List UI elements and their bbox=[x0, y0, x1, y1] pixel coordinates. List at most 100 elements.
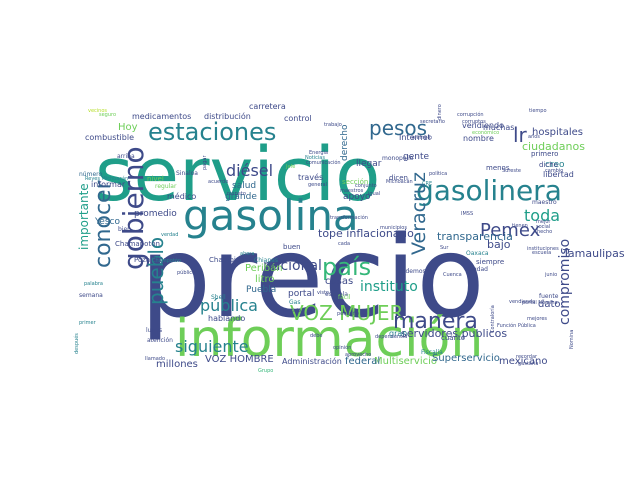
cloud-word: dato bbox=[538, 299, 561, 310]
cloud-word: salud bbox=[232, 181, 256, 191]
cloud-word: gente bbox=[403, 152, 429, 162]
cloud-word: trabajo bbox=[324, 122, 342, 128]
cloud-word: médico bbox=[167, 191, 196, 201]
cloud-word: dicen bbox=[389, 174, 408, 182]
cloud-word: recordar bbox=[516, 354, 538, 360]
cloud-word: corrupción bbox=[457, 111, 484, 118]
cloud-word: gustaría bbox=[518, 360, 538, 367]
cloud-word: parte bbox=[288, 255, 304, 262]
cloud-word: social bbox=[536, 224, 550, 230]
cloud-word: económico bbox=[472, 129, 499, 136]
cloud-word: municipios bbox=[380, 225, 407, 231]
cloud-word: Multiservicio bbox=[374, 356, 437, 367]
cloud-word: verdad bbox=[161, 232, 178, 238]
cloud-word: general bbox=[308, 182, 327, 188]
cloud-word: dicho bbox=[539, 161, 558, 169]
cloud-word: monopolio bbox=[382, 155, 414, 162]
cloud-word: Superservicio bbox=[432, 353, 500, 364]
cloud-word: atención bbox=[147, 337, 173, 344]
cloud-word: conjunto bbox=[355, 183, 377, 189]
cloud-word: podemos bbox=[398, 268, 426, 275]
cloud-word: Fiscalía bbox=[421, 349, 443, 356]
cloud-word: Puebla bbox=[246, 285, 276, 295]
cloud-word: Jefe bbox=[285, 164, 295, 170]
cloud-word: federal bbox=[345, 356, 380, 367]
cloud-word: Nomina bbox=[569, 330, 575, 349]
cloud-word: información bbox=[175, 309, 483, 369]
cloud-word: Shell bbox=[211, 294, 226, 301]
cloud-word: Cuenca bbox=[443, 272, 462, 278]
cloud-word: menos bbox=[486, 164, 510, 172]
cloud-word: maestro bbox=[532, 199, 557, 206]
cloud-word: portal bbox=[288, 289, 314, 299]
cloud-word: palabra bbox=[84, 281, 103, 287]
cloud-word: informar bbox=[91, 180, 126, 189]
cloud-word: pagar bbox=[202, 155, 208, 170]
cloud-word: tienen bbox=[512, 223, 528, 229]
cloud-word: ciudadanos bbox=[522, 140, 585, 153]
cloud-word: llamado bbox=[145, 356, 165, 362]
cloud-word: igual bbox=[368, 191, 380, 197]
cloud-word: siempre bbox=[476, 258, 504, 266]
cloud-word: Sureste bbox=[502, 168, 521, 174]
cloud-word: dinero bbox=[437, 104, 443, 120]
cloud-word: vendiendo bbox=[509, 299, 535, 305]
cloud-word: Energía bbox=[309, 149, 328, 156]
cloud-word: compromiso bbox=[557, 239, 573, 325]
cloud-word: fuente bbox=[539, 293, 559, 300]
cloud-word: cambio bbox=[545, 168, 563, 174]
cloud-word: gran bbox=[389, 329, 407, 338]
cloud-word: regular bbox=[155, 183, 177, 190]
cloud-word: instituciones bbox=[527, 246, 559, 252]
cloud-word: creo bbox=[545, 160, 565, 170]
cloud-word: sección bbox=[342, 178, 368, 186]
cloud-word: semana bbox=[79, 292, 103, 299]
cloud-word: lr bbox=[513, 123, 528, 147]
cloud-word: lunes bbox=[146, 327, 162, 334]
cloud-word: pueblo bbox=[144, 237, 168, 305]
cloud-word: vendiendo bbox=[462, 121, 504, 130]
cloud-word: Reyes Michoacán bbox=[85, 175, 128, 182]
cloud-word: toda bbox=[524, 206, 560, 225]
cloud-word: instituto bbox=[360, 279, 418, 295]
cloud-word: años bbox=[528, 134, 540, 140]
cloud-word: Administración bbox=[282, 356, 342, 366]
cloud-word: ahora bbox=[240, 251, 254, 257]
cloud-word: portal Nómina bbox=[522, 299, 558, 306]
cloud-word: Sur bbox=[440, 245, 449, 251]
cloud-word: Champotón bbox=[152, 257, 181, 264]
cloud-word: Internet bbox=[399, 133, 431, 142]
cloud-word: buen bbox=[283, 243, 301, 251]
cloud-word: visto bbox=[317, 290, 329, 296]
cloud-word: litro bbox=[255, 274, 275, 285]
cloud-word: CRE bbox=[422, 181, 432, 187]
cloud-word: cuánto bbox=[441, 334, 465, 342]
cloud-word: combustible bbox=[85, 133, 134, 142]
cloud-word: Noticias bbox=[305, 155, 325, 161]
cloud-word: manera bbox=[393, 309, 478, 334]
cloud-word: público bbox=[177, 269, 195, 276]
cloud-word: bajo bbox=[487, 238, 511, 251]
cloud-word: Yesco bbox=[94, 217, 120, 227]
cloud-word: pesos bbox=[369, 116, 427, 140]
cloud-word: Michoacán bbox=[386, 178, 413, 185]
cloud-word: importante bbox=[77, 183, 91, 250]
cloud-word: dependencia bbox=[375, 334, 407, 340]
cloud-word: gasolina bbox=[183, 191, 359, 240]
cloud-word: junio bbox=[544, 272, 557, 278]
cloud-word: gobierno bbox=[117, 146, 150, 270]
cloud-word: conocer bbox=[91, 179, 116, 268]
cloud-word: Sinaloa bbox=[176, 170, 198, 177]
cloud-word: después bbox=[73, 333, 80, 354]
cloud-word: hospitales bbox=[532, 127, 583, 138]
cloud-word: Championes bbox=[209, 256, 253, 264]
cloud-word: Peribán bbox=[245, 262, 283, 274]
cloud-word: control bbox=[284, 114, 312, 123]
cloud-word: número bbox=[79, 171, 102, 178]
cloud-word: libertad bbox=[543, 170, 574, 179]
cloud-word: llegar bbox=[356, 159, 382, 169]
cloud-word: Contraloría bbox=[489, 305, 496, 333]
cloud-word: apoyo bbox=[343, 192, 371, 202]
cloud-word: promedio bbox=[134, 209, 177, 219]
